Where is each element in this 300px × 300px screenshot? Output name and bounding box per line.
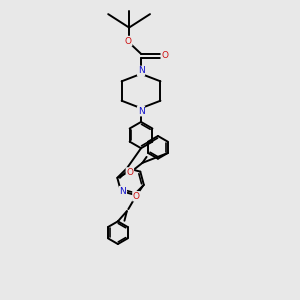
Text: N: N <box>120 187 126 196</box>
Text: O: O <box>125 37 132 46</box>
Text: O: O <box>133 192 140 201</box>
Text: N: N <box>138 66 144 75</box>
Text: O: O <box>161 51 168 60</box>
Text: O: O <box>126 168 134 177</box>
Text: N: N <box>138 107 144 116</box>
